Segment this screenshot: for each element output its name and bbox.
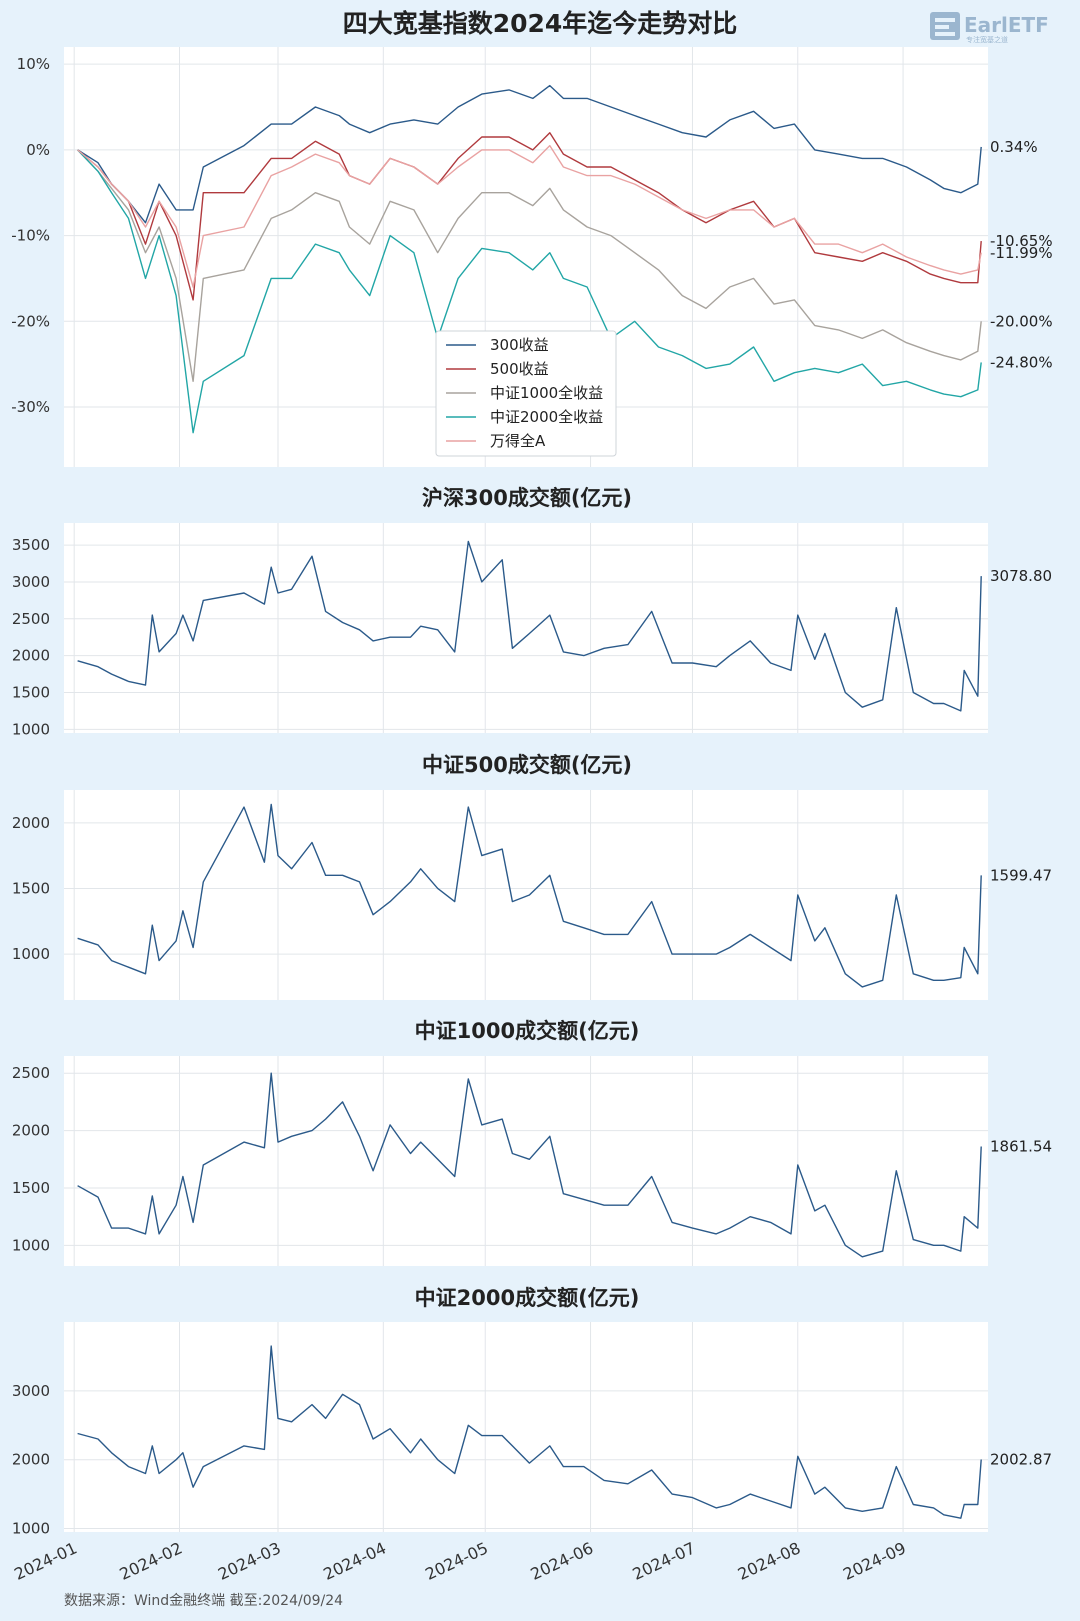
series-line-中证2000全收益 xyxy=(77,149,982,434)
legend-label: 中证1000全收益 xyxy=(490,384,603,402)
x-tick-label: 2024-03 xyxy=(215,1538,284,1583)
panel-title: 中证2000成交额(亿元) xyxy=(415,1286,640,1310)
end-value-label: -24.80% xyxy=(990,353,1053,371)
legend-label: 300收益 xyxy=(490,336,549,354)
x-tick-label: 2024-09 xyxy=(840,1538,909,1583)
panel-title: 沪深300成交额(亿元) xyxy=(422,486,632,510)
y-tick-label: 1000 xyxy=(12,1520,50,1538)
series-line-500收益 xyxy=(77,132,982,301)
panel-title: 中证1000成交额(亿元) xyxy=(415,1019,640,1043)
series-line-中证1000全收益 xyxy=(77,149,982,382)
legend-label: 中证2000全收益 xyxy=(490,408,603,426)
y-tick-label: 3500 xyxy=(12,536,50,554)
logo-subtext: 专注宽基之道 xyxy=(966,35,1008,44)
y-tick-label: 1500 xyxy=(12,1179,50,1197)
y-tick-label: 3000 xyxy=(12,1382,50,1400)
x-tick-label: 2024-01 xyxy=(11,1538,80,1583)
plot-area xyxy=(64,523,988,733)
end-value-label: -10.65% xyxy=(990,232,1053,250)
series-line-300收益 xyxy=(77,84,982,224)
y-tick-label: 1000 xyxy=(12,1236,50,1254)
panel-title: 中证500成交额(亿元) xyxy=(422,753,632,777)
y-tick-label: 1000 xyxy=(12,720,50,738)
end-value-label: 0.34% xyxy=(990,138,1038,156)
series-line-volume xyxy=(77,540,982,712)
series-line-volume xyxy=(77,1072,982,1258)
x-tick-label: 2024-08 xyxy=(735,1538,804,1583)
end-value-label: -20.00% xyxy=(990,312,1053,330)
y-tick-label: 10% xyxy=(17,55,50,73)
y-tick-label: 2000 xyxy=(12,1451,50,1469)
y-tick-label: 2500 xyxy=(12,1064,50,1082)
y-tick-label: -20% xyxy=(11,312,50,330)
plot-area xyxy=(64,1056,988,1266)
legend-box xyxy=(435,330,617,457)
end-value-label: 2002.87 xyxy=(990,1451,1052,1469)
x-tick-label: 2024-05 xyxy=(422,1538,491,1583)
end-value-label: -11.99% xyxy=(990,244,1053,262)
plot-area xyxy=(64,790,988,1000)
data-source-footer: 数据来源：Wind金融终端 截至:2024/09/24 xyxy=(64,1593,344,1609)
x-tick-label: 2024-07 xyxy=(630,1538,699,1583)
x-tick-label: 2024-04 xyxy=(320,1538,389,1583)
y-tick-label: -10% xyxy=(11,227,50,245)
legend-label: 万得全A xyxy=(490,432,546,450)
legend-label: 500收益 xyxy=(490,360,549,378)
end-value-label: 3078.80 xyxy=(990,567,1052,585)
y-tick-label: 2000 xyxy=(12,814,50,832)
page-title: 四大宽基指数2024年迄今走势对比 xyxy=(343,9,738,38)
series-line-volume xyxy=(77,803,982,988)
x-tick-label: 2024-06 xyxy=(528,1538,597,1583)
y-tick-label: 0% xyxy=(26,141,50,159)
brand-logo: EarlETF 专注宽基之道 xyxy=(930,8,1050,44)
y-tick-label: 1500 xyxy=(12,879,50,897)
y-tick-label: 2000 xyxy=(12,1122,50,1140)
x-tick-label: 2024-02 xyxy=(117,1538,186,1583)
y-tick-label: 1500 xyxy=(12,683,50,701)
series-line-万得全A xyxy=(77,144,982,288)
y-tick-label: 2500 xyxy=(12,610,50,628)
plot-area xyxy=(64,1322,988,1532)
y-tick-label: 2000 xyxy=(12,647,50,665)
y-tick-label: 1000 xyxy=(12,945,50,963)
logo-text: EarlETF xyxy=(964,13,1049,37)
y-tick-label: -30% xyxy=(11,398,50,416)
end-value-label: 1861.54 xyxy=(990,1137,1052,1155)
series-line-volume xyxy=(77,1345,982,1519)
end-value-label: 1599.47 xyxy=(990,866,1052,884)
y-tick-label: 3000 xyxy=(12,573,50,591)
